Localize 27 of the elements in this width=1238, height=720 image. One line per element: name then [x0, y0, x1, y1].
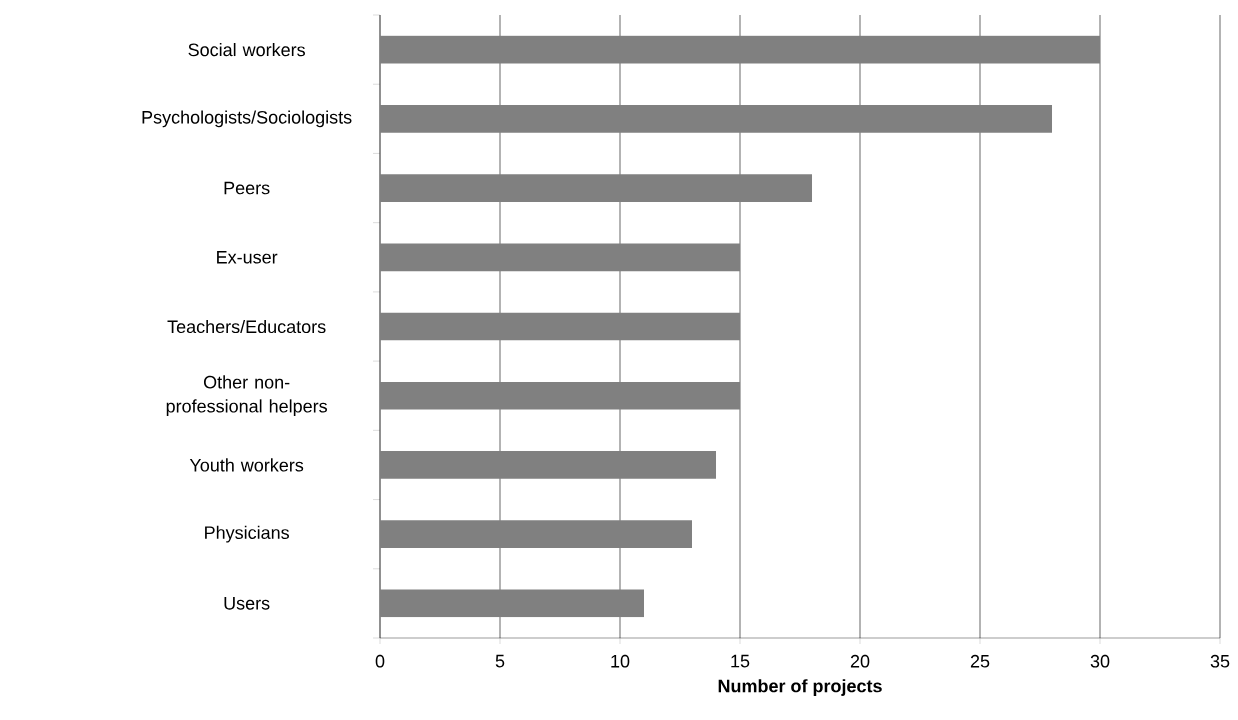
bar [380, 589, 645, 618]
bar [380, 104, 1053, 133]
bar [380, 174, 813, 202]
x-tick-label: 15 [731, 654, 750, 668]
y-tick-label: Social workers [188, 43, 305, 57]
x-tick-label: 35 [1210, 654, 1230, 668]
y-tick-label: Users [224, 597, 270, 610]
y-tick-label: Physicians [205, 525, 289, 543]
x-tick-label: 10 [611, 654, 630, 668]
y-tick-label: Teachers/Educators [167, 319, 326, 334]
x-axis-title: Number of projects [718, 679, 882, 696]
bar [380, 520, 693, 549]
y-tick-label: Other non-professional helpers [166, 375, 327, 417]
bar [380, 451, 717, 479]
y-tick-label: Ex-user [217, 251, 278, 264]
y-tick-label: Psychologists/Sociologists [142, 110, 352, 128]
y-tick-label: Peers [224, 181, 270, 195]
bar [380, 381, 741, 410]
bar [380, 312, 741, 341]
x-tick-label: 5 [495, 654, 505, 668]
x-tick-label: 25 [970, 654, 990, 668]
bar [380, 243, 741, 272]
x-tick-label: 0 [375, 654, 385, 668]
x-tick-label: 20 [850, 654, 870, 668]
x-tick-label: 30 [1090, 654, 1110, 668]
bar [380, 35, 1101, 64]
y-tick-label: Youth workers [189, 458, 304, 472]
